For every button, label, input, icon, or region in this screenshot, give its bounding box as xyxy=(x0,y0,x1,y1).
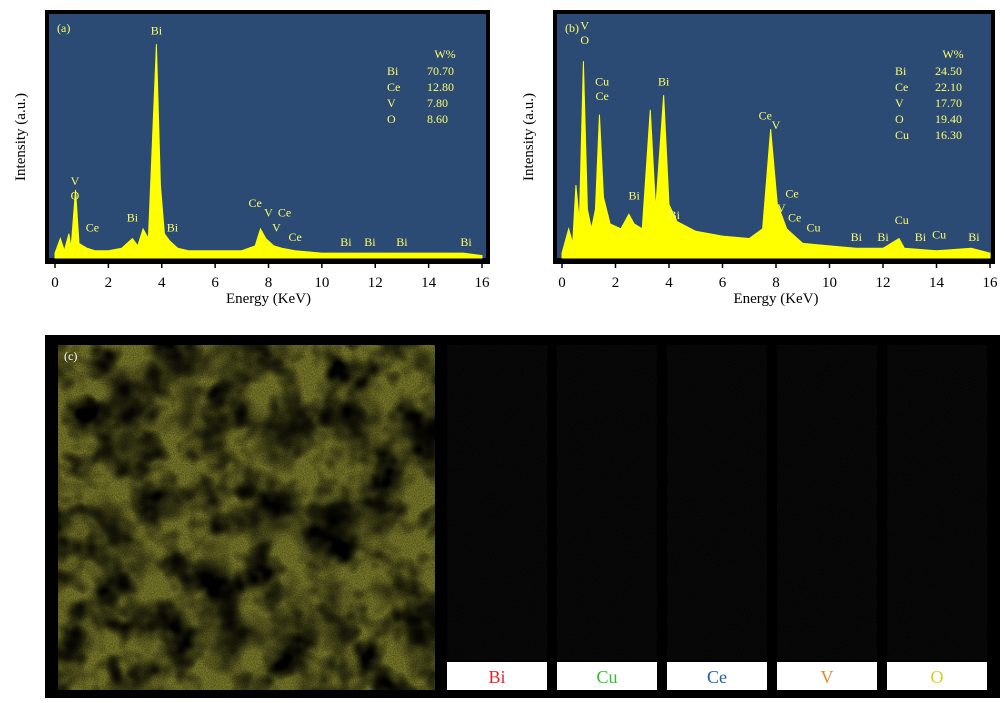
peak-label: O xyxy=(71,189,80,203)
panel-label: (a) xyxy=(57,21,70,35)
composition-value: 70.70 xyxy=(427,64,454,78)
peak-label: Ce xyxy=(278,206,291,220)
peak-label: Bi xyxy=(669,208,681,222)
element-map-signal xyxy=(777,345,877,660)
composition-element: V xyxy=(387,96,396,110)
y-axis-label: Intensity (a.u.) xyxy=(521,93,537,181)
peak-label: V xyxy=(272,220,281,234)
x-tick-label: 2 xyxy=(105,275,113,291)
peak-label: Ce xyxy=(248,196,261,210)
peak-label: O xyxy=(580,33,589,47)
composition-element: Bi xyxy=(387,64,399,78)
map-label: Ce xyxy=(707,667,727,687)
composition-header: W% xyxy=(942,47,963,61)
composition-element: Ce xyxy=(387,80,400,94)
composition-element: O xyxy=(387,112,396,126)
x-tick-label: 8 xyxy=(265,275,273,291)
element-map-signal xyxy=(667,345,767,660)
peak-label: Bi xyxy=(151,23,163,37)
peak-label: Bi xyxy=(364,235,376,249)
composition-element: O xyxy=(895,112,904,126)
x-tick-label: 16 xyxy=(475,275,491,291)
panel-label: (c) xyxy=(64,349,77,363)
x-tick-label: 2 xyxy=(612,275,620,291)
x-tick-label: 0 xyxy=(558,275,566,291)
map-label: Cu xyxy=(596,667,617,687)
x-tick-label: 12 xyxy=(368,275,383,291)
x-tick-label: 12 xyxy=(876,275,891,291)
map-label: Bi xyxy=(488,667,505,687)
peak-label: Cu xyxy=(895,213,909,227)
peak-label: Bi xyxy=(851,230,863,244)
peak-label: Bi xyxy=(127,211,139,225)
x-axis-label: Energy (KeV) xyxy=(226,291,311,307)
peak-label: Bi xyxy=(968,230,980,244)
composition-element: V xyxy=(895,96,904,110)
peak-label: Bi xyxy=(877,230,889,244)
peak-label: Cu xyxy=(806,220,820,234)
x-tick-label: 16 xyxy=(983,275,999,291)
x-tick-label: 4 xyxy=(665,275,673,291)
peak-label: V xyxy=(772,118,781,132)
composition-element: Ce xyxy=(895,80,908,94)
peak-label: V xyxy=(264,206,273,220)
composition-value: 7.80 xyxy=(427,96,448,110)
peak-label: Ce xyxy=(86,220,99,234)
element-maps: Bi Cu Ce V O xyxy=(447,345,987,690)
peak-label: V xyxy=(580,19,589,33)
composition-value: 22.10 xyxy=(935,80,962,94)
composition-value: 16.30 xyxy=(935,128,962,142)
peak-label: V xyxy=(777,201,786,215)
peak-label: Ce xyxy=(595,89,608,103)
y-axis-label: Intensity (a.u.) xyxy=(13,93,29,181)
peak-label: Bi xyxy=(658,74,670,88)
peak-label: Cu xyxy=(595,74,609,88)
map-label: O xyxy=(931,667,944,687)
x-tick-label: 6 xyxy=(719,275,727,291)
peak-label: Bi xyxy=(340,235,352,249)
peak-label: Cu xyxy=(932,228,946,242)
composition-header: W% xyxy=(434,47,455,61)
x-tick-label: 14 xyxy=(421,275,437,291)
composition-value: 24.50 xyxy=(935,64,962,78)
composition-value: 17.70 xyxy=(935,96,962,110)
x-tick-label: 8 xyxy=(772,275,780,291)
composition-element: Cu xyxy=(895,128,909,142)
peak-label: V xyxy=(71,174,80,188)
x-tick-label: 6 xyxy=(211,275,219,291)
peak-label: Bi xyxy=(167,220,179,234)
peak-label: Ce xyxy=(759,108,772,122)
composition-value: 12.80 xyxy=(427,80,454,94)
x-tick-label: 4 xyxy=(158,275,166,291)
peak-label: Bi xyxy=(460,235,472,249)
peak-label: Ce xyxy=(289,230,302,244)
panel-label: (b) xyxy=(565,21,579,35)
map-label: V xyxy=(821,667,834,687)
composition-value: 19.40 xyxy=(935,112,962,126)
composite-map: (c) xyxy=(58,345,435,690)
x-tick-label: 10 xyxy=(822,275,837,291)
x-tick-label: 14 xyxy=(929,275,945,291)
composition-element: Bi xyxy=(895,64,907,78)
figure: (c) BiCuCeVO (a)0246810121416Energy (KeV… xyxy=(0,0,1005,698)
x-tick-label: 0 xyxy=(51,275,59,291)
element-map-signal xyxy=(557,345,657,660)
x-axis-label: Energy (KeV) xyxy=(733,291,818,307)
composition-value: 8.60 xyxy=(427,112,448,126)
element-map-signal xyxy=(887,345,987,660)
peak-label: Bi xyxy=(915,230,927,244)
peak-label: Ce xyxy=(788,211,801,225)
plot-background xyxy=(49,14,486,258)
x-tick-label: 10 xyxy=(314,275,329,291)
peak-label: Bi xyxy=(396,235,408,249)
peak-label: Bi xyxy=(629,189,641,203)
peak-label: Ce xyxy=(785,186,798,200)
element-map-signal xyxy=(447,345,547,660)
